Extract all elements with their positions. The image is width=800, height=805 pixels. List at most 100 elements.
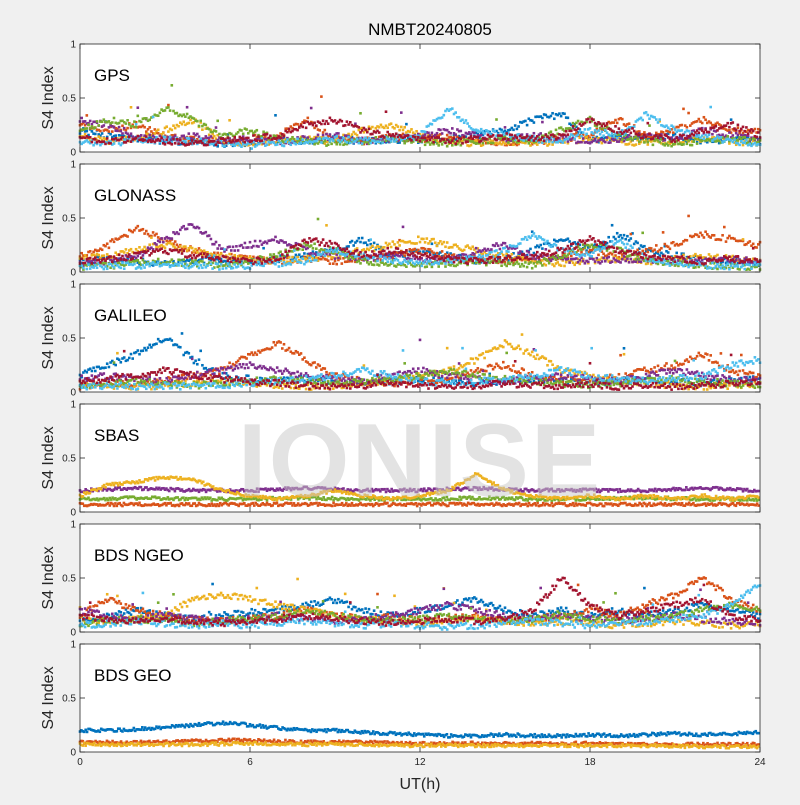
data-point [92,144,95,147]
data-point [108,247,111,250]
data-point [210,135,213,138]
data-point [111,121,114,124]
data-point [310,244,313,247]
data-point [692,134,695,137]
data-point [104,262,107,265]
data-point [519,265,522,268]
data-point [556,261,559,264]
data-point [747,132,750,135]
data-point [669,131,672,134]
data-point [347,257,350,260]
data-point [145,117,148,120]
data-point [227,263,230,266]
data-point [453,137,456,140]
data-point [385,110,388,113]
data-point [171,129,174,132]
data-point [191,247,194,250]
data-point [556,137,559,140]
data-point [624,238,627,241]
data-point [318,129,321,132]
data-point [329,262,332,265]
data-point [290,263,293,266]
data-point [443,114,446,117]
data-point [701,122,704,125]
data-point [254,240,257,243]
data-point [322,119,325,122]
data-point [120,130,123,133]
data-point [426,265,429,268]
data-point [686,239,689,242]
data-point [121,262,124,265]
y-axis-label: S4 Index [40,66,57,129]
data-point [550,130,553,133]
data-point [434,241,437,244]
data-point [237,139,240,142]
data-point [196,120,199,123]
data-point [424,248,427,251]
data-point [143,246,146,249]
data-point [184,245,187,248]
data-point [681,129,684,132]
data-point [118,126,121,129]
data-point [630,132,633,135]
data-point [126,119,129,122]
data-point [125,122,128,125]
data-point [589,127,592,130]
data-point [541,117,544,120]
data-point [572,125,575,128]
data-point [461,118,464,121]
data-point [186,228,189,231]
data-point [199,138,202,141]
data-point [137,225,140,228]
data-point [86,268,89,271]
data-point [89,136,92,139]
data-point [737,134,740,137]
data-point [378,264,381,267]
data-point [189,262,192,265]
data-point [437,144,440,147]
data-point [235,245,238,248]
data-point [431,123,434,126]
data-point [121,136,124,139]
data-point [286,131,289,134]
data-point [172,124,175,127]
data-point [607,256,610,259]
data-point [135,123,138,126]
data-point [614,119,617,122]
data-point [528,251,531,254]
data-point [633,243,636,246]
data-point [361,129,364,132]
data-point [623,234,626,237]
data-point [312,255,315,258]
data-point [728,235,731,238]
data-point [334,260,337,263]
data-point [648,132,651,135]
data-point [171,84,174,87]
data-point [672,131,675,134]
data-point [205,139,208,142]
data-point [137,135,140,138]
data-point [604,129,607,132]
data-point [647,114,650,117]
data-point [329,117,332,120]
data-point [602,257,605,260]
data-point [233,263,236,266]
data-point [458,116,461,119]
data-point [492,142,495,145]
data-point [716,268,719,271]
data-point [301,257,304,260]
data-point [210,263,213,266]
data-point [358,126,361,129]
data-point [451,246,454,249]
data-point [567,133,570,136]
data-point [223,145,226,148]
data-point [454,111,457,114]
data-point [82,267,85,270]
data-point [257,261,260,264]
data-point [208,128,211,131]
data-point [602,122,605,125]
data-point [652,137,655,140]
data-point [393,135,396,138]
data-point [597,129,600,132]
data-point [103,254,106,257]
